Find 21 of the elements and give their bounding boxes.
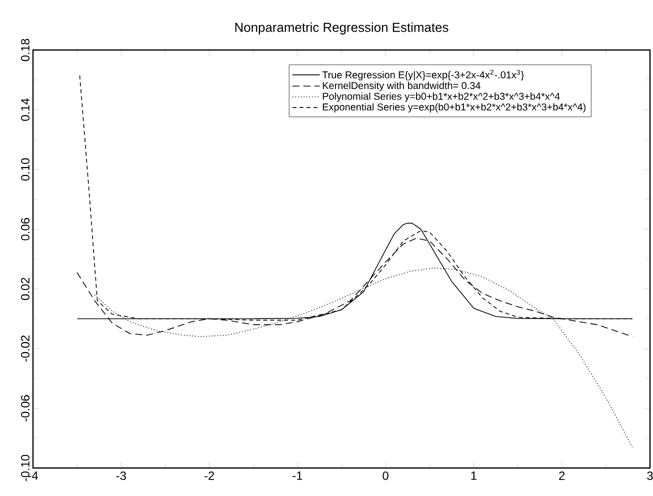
y-tick-label: -0.02 xyxy=(21,336,30,362)
y-tick-label: -0.10 xyxy=(21,454,30,482)
y-tick-label: 0.10 xyxy=(21,158,30,181)
y-tick-label: 0.18 xyxy=(21,38,30,62)
x-tick-label: -2 xyxy=(204,472,214,480)
y-tick-label: 0.02 xyxy=(21,278,30,300)
legend-label: Exponential Series y=exp(b0+b1*x+b2*x^2+b3*x^3+b4*x^4) xyxy=(322,103,586,112)
x-tick-label: 0 xyxy=(382,472,388,480)
x-tick-label: 1 xyxy=(471,472,476,480)
legend-label: True Regression E{y|X}=exp{-3+2x-4x$^{2}$-.01x$^{3}$} xyxy=(322,70,524,80)
x-tick-label: -4 xyxy=(28,472,38,480)
x-tick-label: 3 xyxy=(647,472,653,480)
chart-title: Nonparametric Regression Estimates xyxy=(235,22,448,34)
legend-label: KernelDensity with bandwidth= 0.34 xyxy=(322,82,480,92)
x-tick-label: 2 xyxy=(559,472,565,480)
x-tick-label: -1 xyxy=(292,472,302,480)
y-tick-label: -0.06 xyxy=(21,395,30,422)
y-tick-label: 0.14 xyxy=(21,98,30,121)
x-tick-label: -3 xyxy=(116,472,126,480)
legend-label: Polynomial Series y=b0+b1*x+b2*x^2+b3*x^3+b4*x^4 xyxy=(322,92,560,102)
y-tick-label: 0.06 xyxy=(21,218,30,240)
